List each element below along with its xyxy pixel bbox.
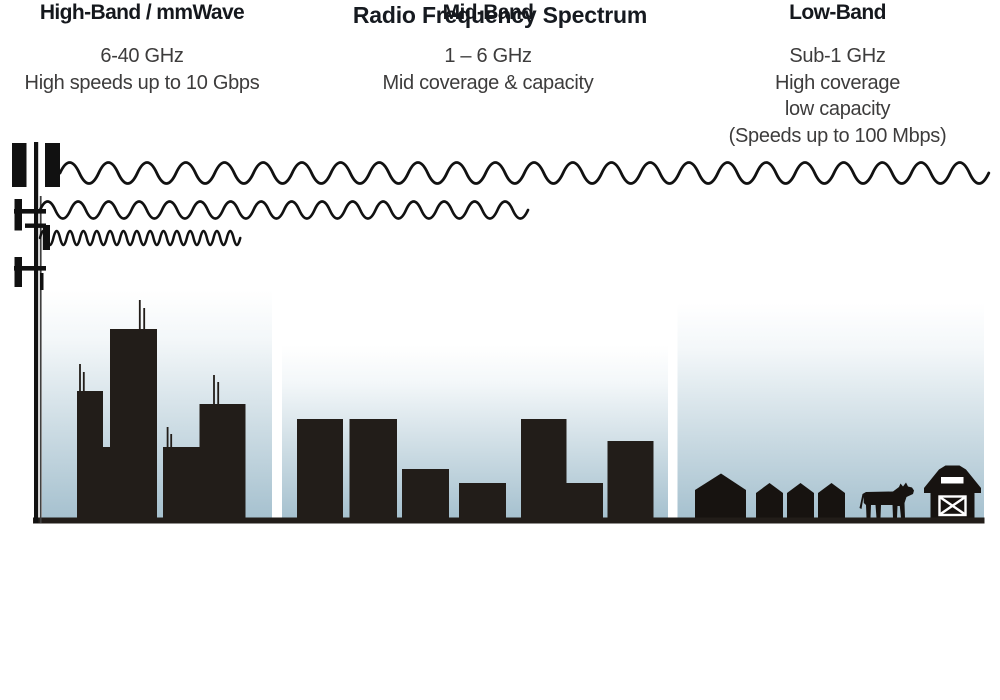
cow-icon xyxy=(859,482,914,518)
building xyxy=(349,419,397,519)
medium-wavelength-wave xyxy=(38,200,530,220)
cell-tower-icon xyxy=(12,142,60,523)
house-icon xyxy=(756,483,783,519)
barn-door-frame xyxy=(938,495,967,517)
band-heading: Mid-Band xyxy=(442,1,534,24)
skyscraper xyxy=(103,447,111,519)
band-frequency: Sub-1 GHz xyxy=(789,45,886,67)
skyscraper xyxy=(199,404,246,519)
spectrum-illustration xyxy=(12,142,991,524)
antenna-panel xyxy=(12,143,27,187)
band-frequency: 6-40 GHz xyxy=(100,45,184,67)
skyscraper xyxy=(110,329,157,519)
barn-loft-slot xyxy=(941,477,964,484)
rooftop-antennas xyxy=(79,300,220,448)
tower-mast xyxy=(34,142,39,523)
band-description: (Speeds up to 100 Mbps) xyxy=(728,124,947,147)
suburban-buildings xyxy=(297,419,654,519)
antenna-panel xyxy=(45,143,60,187)
band-frequency: 1 – 6 GHz xyxy=(444,45,532,67)
band-description: Mid coverage & capacity xyxy=(382,71,594,94)
house-icon xyxy=(787,483,814,519)
city-skyline xyxy=(77,300,246,519)
tower-crossarm xyxy=(14,209,46,214)
antenna-stub xyxy=(40,273,44,290)
building xyxy=(459,483,506,519)
barn-icon xyxy=(924,465,981,519)
building xyxy=(297,419,343,519)
radio-waves xyxy=(38,161,991,247)
antenna-unit xyxy=(14,257,22,287)
skyscraper xyxy=(77,391,103,519)
antenna-unit xyxy=(14,199,22,231)
band-heading: Low-Band xyxy=(789,1,886,24)
tower-mast-thin xyxy=(39,196,42,523)
building xyxy=(521,419,567,519)
rural-farm xyxy=(695,465,981,519)
band-description: High coverage xyxy=(774,71,901,94)
barn-door-cross xyxy=(939,496,966,515)
band-heading: High-Band / mmWave xyxy=(39,1,245,24)
band-description: High speeds up to 10 Gbps xyxy=(24,71,260,94)
house-icon xyxy=(695,473,746,519)
short-wavelength-wave xyxy=(38,229,242,247)
building xyxy=(607,441,654,519)
low-band-label: Low-Band Sub-1 GHz High coverage low cap… xyxy=(705,0,970,149)
building xyxy=(566,483,603,519)
ground-line xyxy=(33,517,985,524)
long-wavelength-wave xyxy=(58,161,991,185)
band-description: low capacity xyxy=(784,98,891,121)
building xyxy=(402,469,449,519)
house-icon xyxy=(818,483,845,519)
tower-crossarm xyxy=(25,223,46,228)
skyscraper xyxy=(163,447,200,519)
mid-band-label: Mid-Band 1 – 6 GHz Mid coverage & capaci… xyxy=(363,0,613,96)
page-title: Radio Frequency Spectrum xyxy=(352,2,648,28)
tower-crossarm xyxy=(14,266,46,271)
high-band-label: High-Band / mmWave 6-40 GHz High speeds … xyxy=(17,0,267,96)
